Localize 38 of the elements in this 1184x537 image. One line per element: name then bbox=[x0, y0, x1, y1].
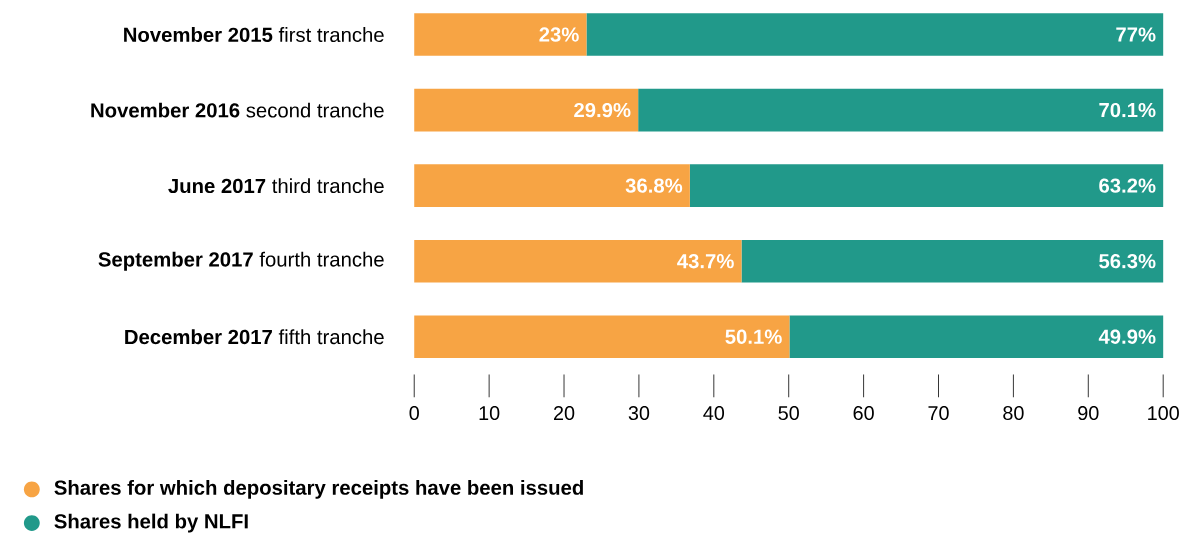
y-tick-label: December 2017 fifth tranche bbox=[125, 329, 384, 345]
x-tick-label: 80 bbox=[1003, 406, 1024, 421]
x-tick-label: 0 bbox=[409, 406, 419, 421]
data-label: 63.2% bbox=[1099, 178, 1156, 193]
data-label: 56.3% bbox=[1099, 253, 1156, 269]
data-label: 49.9% bbox=[1098, 329, 1156, 344]
x-tick-label: 40 bbox=[703, 406, 725, 421]
x-tick-label: 30 bbox=[628, 406, 650, 421]
bar bbox=[414, 88, 639, 132]
y-tick-label: November 2016 second tranche bbox=[91, 102, 384, 118]
bar bbox=[741, 239, 1164, 283]
data-label: 70.1% bbox=[1099, 102, 1156, 118]
data-label: 43.7% bbox=[677, 253, 734, 269]
bar bbox=[789, 315, 1164, 359]
legend-label: Shares held by NLFI bbox=[54, 513, 248, 533]
bar bbox=[638, 88, 1164, 132]
x-tick-label: 100 bbox=[1148, 406, 1179, 421]
legend-label: Shares for which depositary receipts have been issued bbox=[54, 479, 583, 499]
bar bbox=[689, 164, 1164, 207]
data-label: 50.1% bbox=[725, 329, 782, 344]
bar bbox=[414, 239, 742, 283]
x-tick-label: 20 bbox=[554, 406, 575, 421]
bar bbox=[414, 13, 587, 56]
bar bbox=[586, 13, 1164, 56]
bar bbox=[414, 164, 690, 207]
data-label: 23% bbox=[539, 27, 579, 42]
x-tick-label: 90 bbox=[1078, 406, 1099, 421]
x-tick-label: 10 bbox=[479, 406, 500, 421]
y-tick-label: November 2015 first tranche bbox=[124, 27, 384, 43]
data-label: 77% bbox=[1116, 27, 1156, 42]
x-tick-label: 50 bbox=[778, 406, 799, 421]
bar bbox=[414, 315, 790, 359]
x-tick-label: 70 bbox=[928, 406, 949, 421]
y-tick-label: June 2017 third tranche bbox=[168, 178, 384, 194]
y-tick-label: September 2017 fourth tranche bbox=[98, 251, 384, 271]
x-tick-label: 60 bbox=[853, 406, 874, 421]
data-label: 36.8% bbox=[625, 178, 683, 193]
data-label: 29.9% bbox=[574, 102, 631, 118]
